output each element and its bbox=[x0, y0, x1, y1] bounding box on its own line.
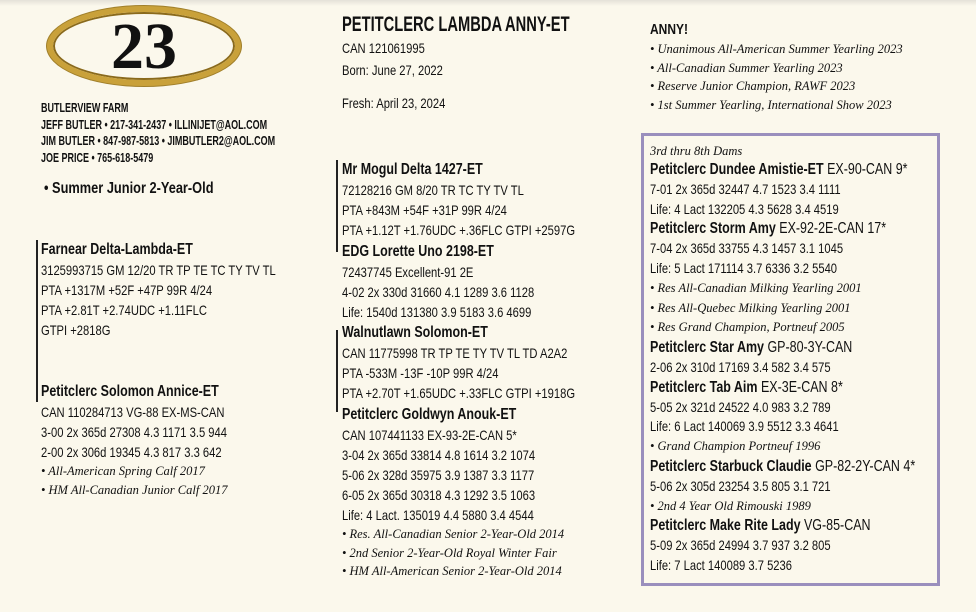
dam-dam-award: • HM All-American Senior 2-Year-Old 2014 bbox=[342, 564, 562, 578]
dam-entry-award: • Res Grand Champion, Portneuf 2005 bbox=[650, 320, 845, 335]
animal-name: PETITCLERC LAMBDA ANNY-ET bbox=[342, 13, 570, 36]
dam-block: Petitclerc Solomon Annice-ET CAN 1102847… bbox=[41, 382, 274, 499]
dams-box-content: 3rd thru 8th Dams Petitclerc Dundee Amis… bbox=[650, 143, 976, 576]
pedigree-bracket bbox=[336, 330, 338, 412]
highlight-item: • Reserve Junior Champion, RAWF 2023 bbox=[650, 79, 856, 93]
dam-name: Petitclerc Solomon Annice-ET bbox=[41, 383, 219, 400]
highlight-item: • 1st Summer Yearling, International Sho… bbox=[650, 97, 892, 112]
sire-line: GTPI +2818G bbox=[41, 322, 111, 338]
birth-date: Born: June 27, 2022 bbox=[342, 62, 443, 78]
dams-box bbox=[641, 133, 940, 586]
dam-award: • HM All-Canadian Junior Calf 2017 bbox=[41, 482, 228, 497]
dam-entry-line: 5-05 2x 321d 24522 4.0 983 3.2 789 bbox=[650, 398, 831, 415]
sire-line: PTA +1317M +52F +47P 99R 4/24 bbox=[41, 282, 213, 298]
dam-entry-name: Petitclerc Storm Amy EX-92-2E-CAN 17* bbox=[650, 220, 887, 238]
highlight-item: • All-Canadian Summer Yearling 2023 bbox=[650, 60, 843, 75]
grandparents-block: Mr Mogul Delta 1427-ET 72128216 GM 8/20 … bbox=[342, 160, 633, 581]
sire-sire-name: Mr Mogul Delta 1427-ET bbox=[342, 161, 483, 178]
highlights-heading: ANNY! bbox=[650, 21, 688, 38]
highlight-item: • Unanimous All-American Summer Yearling… bbox=[650, 42, 903, 56]
sire-line: 3125993715 GM 12/20 TR TP TE TC TY TV TL bbox=[41, 262, 276, 278]
fresh-date: Fresh: April 23, 2024 bbox=[342, 95, 446, 111]
dam-entry-line: 5-09 2x 365d 24994 3.7 937 3.2 805 bbox=[650, 537, 831, 554]
farm-name: BUTLERVIEW FARM bbox=[41, 101, 129, 115]
dam-entry-line: Life: 5 Lact 171114 3.7 6336 3.2 5540 bbox=[650, 259, 838, 276]
dam-entry-line: Life: 6 Lact 140069 3.9 5512 3.3 4641 bbox=[650, 418, 839, 435]
dam-dam-line: 5-06 2x 328d 35975 3.9 1387 3.3 1177 bbox=[342, 467, 535, 483]
lot-number: 23 bbox=[111, 10, 177, 83]
sire-name: Farnear Delta-Lambda-ET bbox=[41, 241, 193, 258]
dam-dam-line: CAN 107441133 EX-93-2E-CAN 5* bbox=[342, 427, 517, 443]
dam-entry-line: 5-06 2x 305d 23254 3.5 805 3.1 721 bbox=[650, 477, 831, 494]
dam-sire-name: Walnutlawn Solomon-ET bbox=[342, 324, 488, 341]
contact-line: JOE PRICE • 765-618-5479 bbox=[41, 150, 154, 165]
dam-dam-line: 6-05 2x 365d 30318 4.3 1292 3.5 1063 bbox=[342, 487, 536, 503]
pedigree-bracket bbox=[36, 240, 38, 402]
sire-dam-line: 4-02 2x 330d 31660 4.1 1289 3.6 1128 bbox=[342, 284, 535, 300]
sire-sire-line: PTA +1.12T +1.76UDC +.36FLC GTPI +2597G bbox=[342, 222, 576, 238]
dam-dam-name: Petitclerc Goldwyn Anouk-ET bbox=[342, 406, 517, 423]
dam-sire-line: CAN 11775998 TR TP TE TY TV TL TD A2A2 bbox=[342, 345, 568, 361]
sire-dam-line: Life: 1540d 131380 3.9 5183 3.6 4699 bbox=[342, 304, 532, 320]
sire-line: PTA +2.81T +2.74UDC +1.11FLC bbox=[41, 302, 207, 318]
dam-dam-line: 3-04 2x 365d 33814 4.8 1614 3.2 1074 bbox=[342, 447, 536, 463]
dam-line: 3-00 2x 365d 27308 4.3 1171 3.5 944 bbox=[41, 424, 227, 440]
dam-entry-line: 2-06 2x 310d 17169 3.4 582 3.4 575 bbox=[650, 358, 831, 375]
contact-line: JIM BUTLER • 847-987-5813 • JIMBUTLER2@A… bbox=[41, 134, 276, 148]
dam-entry-award: • Res All-Quebec Milking Yearling 2001 bbox=[650, 300, 851, 315]
dam-entry-line: 7-04 2x 365d 33755 4.3 1457 3.1 1045 bbox=[650, 240, 844, 257]
animal-header: PETITCLERC LAMBDA ANNY-ET CAN 121061995 … bbox=[342, 12, 667, 113]
dam-sire-line: PTA -533M -13F -10P 99R 4/24 bbox=[342, 365, 499, 381]
registration-number: CAN 121061995 bbox=[342, 40, 425, 56]
dam-entry-award: • 2nd 4 Year Old Rimouski 1989 bbox=[650, 498, 811, 513]
dam-entry-line: 7-01 2x 365d 32447 4.7 1523 3.4 1111 bbox=[650, 180, 841, 197]
sire-dam-line: 72437745 Excellent-91 2E bbox=[342, 264, 474, 280]
pedigree-bracket bbox=[336, 160, 338, 252]
contact-line: JEFF BUTLER • 217-341-2437 • ILLINIJET@A… bbox=[41, 117, 268, 132]
lot-number-oval bbox=[47, 6, 241, 86]
sire-sire-line: 72128216 GM 8/20 TR TC TY TV TL bbox=[342, 182, 524, 198]
dam-entry-line: Life: 4 Lact 132205 4.3 5628 3.4 4519 bbox=[650, 200, 839, 217]
dam-award: • All-American Spring Calf 2017 bbox=[41, 464, 205, 478]
dam-entry-name: Petitclerc Tab Aim EX-3E-CAN 8* bbox=[650, 378, 843, 396]
dam-entry-name: Petitclerc Starbuck Claudie GP-82-2Y-CAN… bbox=[650, 457, 916, 475]
dam-dam-award: • 2nd Senior 2-Year-Old Royal Winter Fai… bbox=[342, 545, 557, 560]
dam-line: 2-00 2x 306d 19345 4.3 817 3.3 642 bbox=[41, 444, 222, 460]
dam-entry-name: Petitclerc Make Rite Lady VG-85-CAN bbox=[650, 517, 871, 535]
dam-entry-name: Petitclerc Star Amy GP-80-3Y-CAN bbox=[650, 339, 853, 357]
dam-sire-line: PTA +2.70T +1.65UDC +.33FLC GTPI +1918G bbox=[342, 385, 576, 401]
dam-entry-name: Petitclerc Dundee Amistie-ET EX-90-CAN 9… bbox=[650, 161, 908, 178]
dam-dam-award: • Res. All-Canadian Senior 2-Year-Old 20… bbox=[342, 527, 565, 541]
dam-entry-award: • Res All-Canadian Milking Yearling 2001 bbox=[650, 280, 862, 295]
dam-dam-line: Life: 4 Lact. 135019 4.4 5880 3.4 4544 bbox=[342, 507, 534, 523]
dam-line: CAN 110284713 VG-88 EX-MS-CAN bbox=[41, 404, 225, 420]
dam-entry-award: • Grand Champion Portneuf 1996 bbox=[650, 439, 821, 454]
dam-entry-line: Life: 7 Lact 140089 3.7 5236 bbox=[650, 556, 792, 573]
class-label: • Summer Junior 2-Year-Old bbox=[44, 180, 214, 197]
highlights: ANNY! • Unanimous All-American Summer Ye… bbox=[650, 20, 903, 114]
consignor-info: BUTLERVIEW FARM JEFF BUTLER • 217-341-24… bbox=[41, 100, 366, 166]
dams-heading: 3rd thru 8th Dams bbox=[650, 144, 743, 158]
sire-sire-line: PTA +843M +54F +31P 99R 4/24 bbox=[342, 202, 507, 218]
top-shadow bbox=[0, 0, 976, 6]
sire-dam-name: EDG Lorette Uno 2198-ET bbox=[342, 243, 494, 260]
sire-block: Farnear Delta-Lambda-ET 3125993715 GM 12… bbox=[41, 240, 334, 340]
